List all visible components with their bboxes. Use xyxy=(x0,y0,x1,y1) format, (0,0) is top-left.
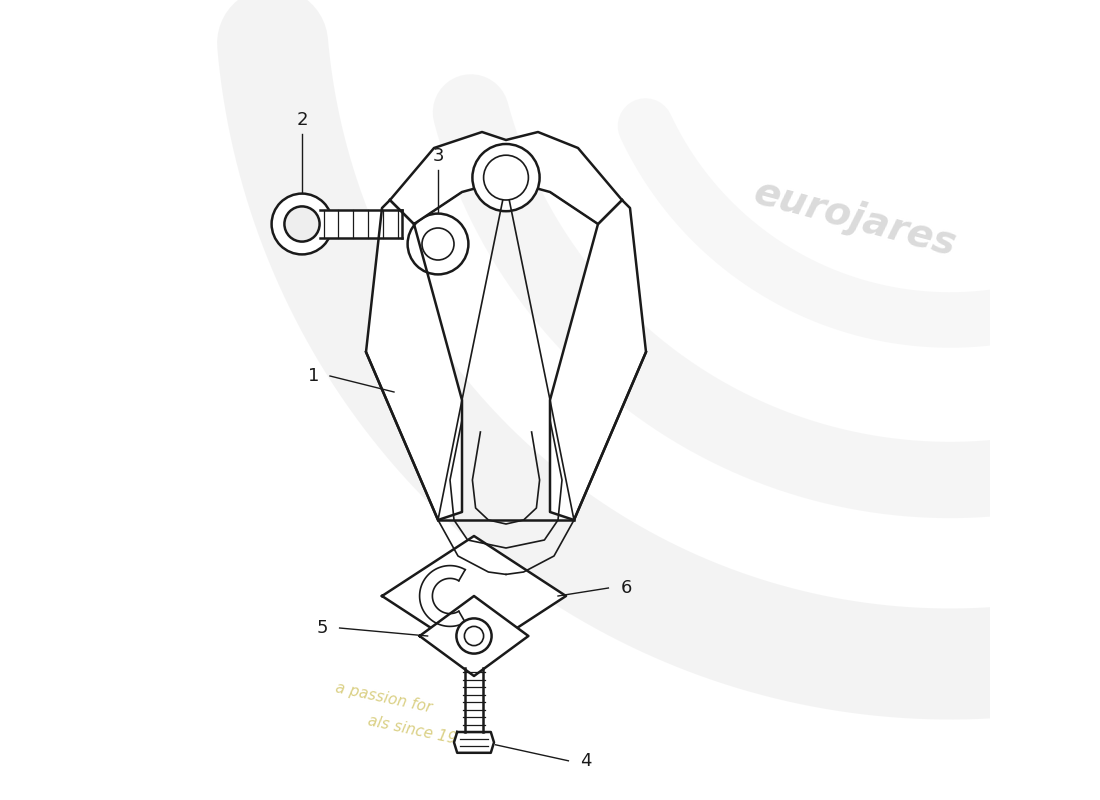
Text: eurojares: eurojares xyxy=(750,174,961,264)
Polygon shape xyxy=(465,668,483,732)
Text: 6: 6 xyxy=(620,579,631,597)
Polygon shape xyxy=(320,210,402,238)
Polygon shape xyxy=(419,596,528,676)
Text: a passion for: a passion for xyxy=(334,680,433,715)
Polygon shape xyxy=(550,200,646,520)
Circle shape xyxy=(456,618,492,654)
Circle shape xyxy=(472,144,540,211)
Circle shape xyxy=(422,228,454,260)
Polygon shape xyxy=(382,536,566,656)
Text: 2: 2 xyxy=(296,111,308,129)
Circle shape xyxy=(285,206,320,242)
Circle shape xyxy=(408,214,469,274)
Text: 3: 3 xyxy=(432,147,443,165)
Text: 4: 4 xyxy=(581,752,592,770)
Text: 5: 5 xyxy=(317,619,328,637)
Polygon shape xyxy=(390,132,622,224)
Circle shape xyxy=(464,626,484,646)
Polygon shape xyxy=(454,732,494,753)
Text: als since 1985: als since 1985 xyxy=(366,714,476,751)
Polygon shape xyxy=(366,200,462,520)
Circle shape xyxy=(272,194,332,254)
Text: 1: 1 xyxy=(308,367,320,385)
Circle shape xyxy=(484,155,528,200)
